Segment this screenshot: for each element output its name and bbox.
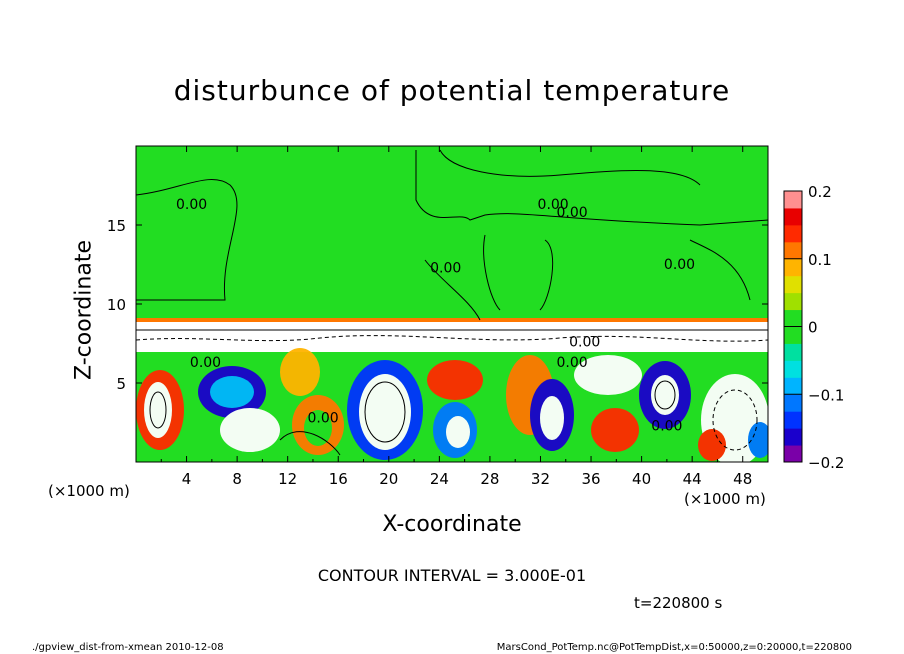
contour-label: 0.00 [664, 257, 695, 273]
contour-label: 0.00 [556, 205, 587, 221]
x-tick-label: 20 [379, 470, 398, 488]
x-tick-label: 4 [182, 470, 192, 488]
contour-label: 0.00 [430, 260, 461, 276]
contour-label: 0.00 [176, 197, 207, 213]
upper-layer-fill [136, 146, 768, 324]
colorbar-swatch [784, 428, 802, 446]
y-axis-ticks: 5 10 15 [107, 217, 768, 393]
colorbar-tick-label: 0.1 [808, 251, 832, 269]
contour-label: 0.00 [538, 197, 569, 213]
colorbar-swatch [784, 343, 802, 361]
y-tick-label: 15 [107, 217, 126, 235]
x-tick-label: 36 [581, 470, 600, 488]
x-tick-label: 12 [278, 470, 297, 488]
x-axis-ticks: 4 8 12 16 20 24 28 32 36 40 44 48 [160, 146, 752, 488]
x-axis-unit-right: (×1000 m) [684, 490, 766, 508]
upper-contours [136, 149, 768, 321]
colorbar-swatch [784, 326, 802, 344]
colorbar-tick-label: 0 [808, 319, 818, 337]
colorbar-swatch [784, 275, 802, 294]
colorbar-swatch [784, 191, 802, 209]
boundary-band [136, 322, 768, 352]
x-tick-label: 40 [632, 470, 651, 488]
contour-label: 0.00 [307, 411, 338, 427]
colorbar-tick-label: −0.2 [808, 454, 844, 472]
x-tick-label: 48 [733, 470, 752, 488]
colorbar-swatch [784, 445, 802, 463]
footer-left: ./gpview_dist-from-xmean 2010-12-08 [32, 642, 224, 653]
colorbar-swatch [784, 377, 802, 395]
colorbar-swatch [784, 309, 802, 327]
colorbar-swatch [784, 394, 802, 412]
y-tick-label: 10 [107, 296, 126, 314]
x-tick-label: 32 [531, 470, 550, 488]
colorbar-swatch [784, 258, 802, 277]
lower-contours [136, 329, 768, 456]
colorbar-swatch [784, 241, 802, 260]
colorbar-tick-label: −0.1 [808, 386, 844, 404]
contour-label: 0.00 [569, 335, 600, 351]
time-label: t=220800 s [634, 594, 723, 612]
contour-interval-text: CONTOUR INTERVAL = 3.000E-01 [317, 566, 587, 585]
colorbar-tick-label: 0.2 [808, 183, 832, 201]
colorbar-swatch [784, 224, 802, 243]
x-tick-label: 44 [683, 470, 702, 488]
colorbar-swatch [784, 411, 802, 429]
x-axis-unit-left: (×1000 m) [48, 482, 130, 500]
colorbar-swatch [784, 360, 802, 378]
colorbar-swatch [784, 292, 802, 311]
colorbar-swatch [784, 207, 802, 226]
contour-label: 0.00 [190, 355, 221, 371]
y-tick-label: 5 [116, 375, 126, 393]
x-tick-label: 16 [329, 470, 348, 488]
x-tick-label: 28 [480, 470, 499, 488]
colorbar: 0.2 0.1 0 −0.1 −0.2 [783, 183, 844, 472]
contour-labels: 0.00 0.000.000.00 0.000.000.000.000.000.00 [176, 197, 695, 434]
contour-label: 0.00 [556, 355, 587, 371]
turbulent-cells [136, 348, 768, 462]
x-tick-label: 24 [430, 470, 449, 488]
footer-right: MarsCond_PotTemp.nc@PotTempDist,x=0:5000… [496, 642, 852, 653]
x-tick-label: 8 [232, 470, 242, 488]
x-axis-label: X-coordinate [382, 512, 522, 537]
boundary-warm-band [136, 318, 768, 322]
heatmap-field: 0.00 0.000.000.00 0.000.000.000.000.000.00 [136, 146, 768, 462]
contour-label: 0.00 [651, 418, 682, 434]
chart-title: disturbunce of potential temperature [173, 74, 731, 107]
